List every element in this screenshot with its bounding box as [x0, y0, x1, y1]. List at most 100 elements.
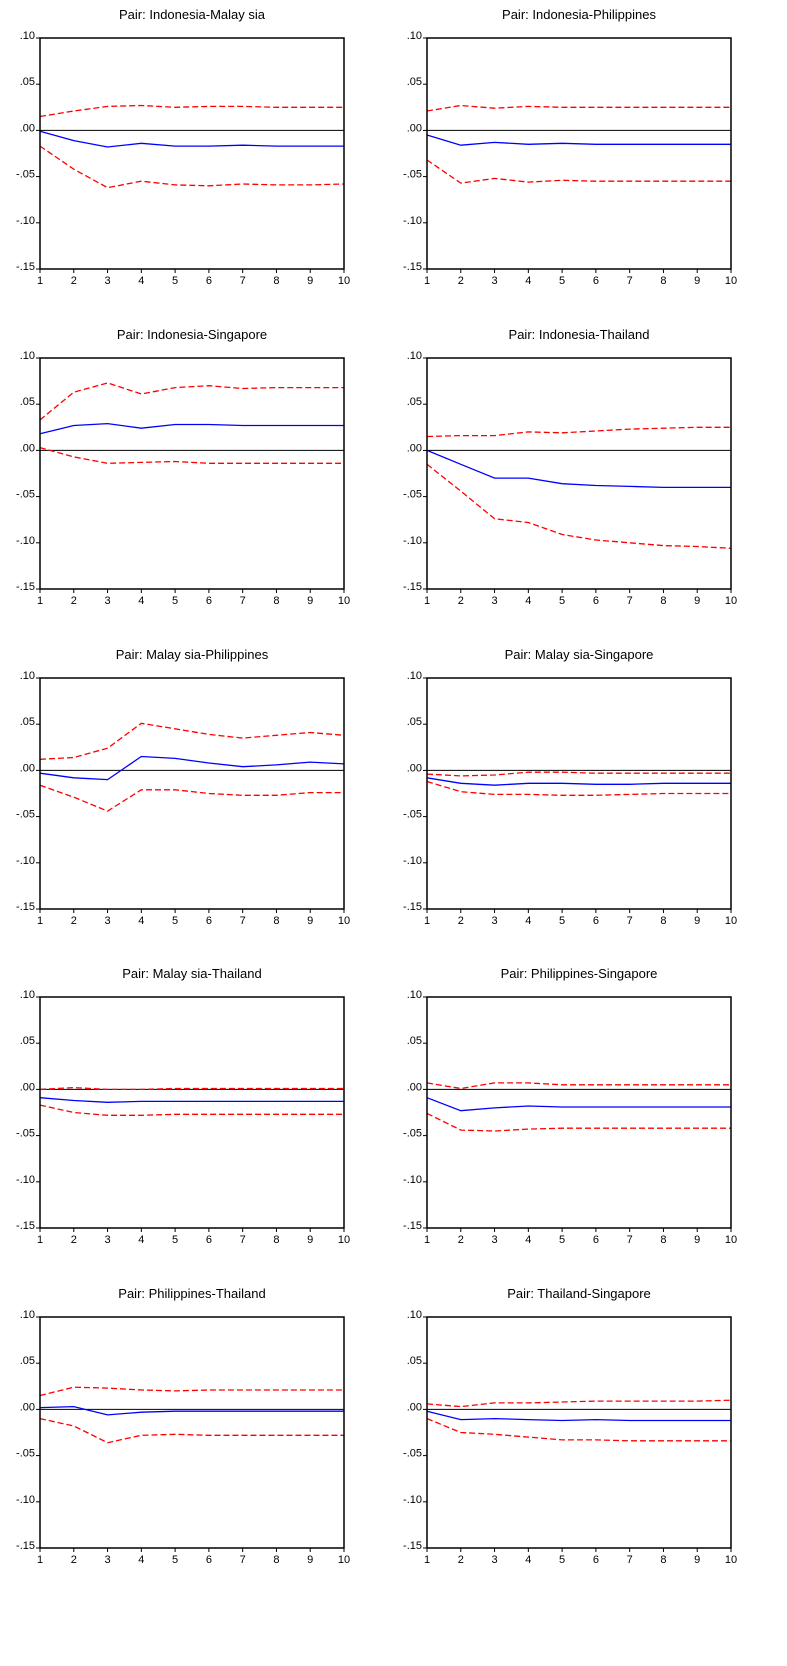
confidence-band-lower-line [426, 159, 731, 184]
y-tick-label: .05 [407, 76, 422, 88]
y-tick-label: .00 [20, 122, 35, 134]
y-tick-label: .10 [407, 670, 422, 682]
x-tick-label: 4 [138, 275, 144, 287]
y-tick-label: .05 [407, 396, 422, 408]
x-tick-label: 4 [525, 275, 531, 287]
y-tick-label: -.05 [16, 489, 35, 501]
x-tick-label: 2 [71, 1234, 77, 1246]
chart-title: Pair: Indonesia-Thailand [509, 327, 650, 342]
x-tick-label: 7 [240, 1234, 246, 1246]
y-tick-label: .00 [20, 1401, 35, 1413]
y-tick-label: -.10 [16, 535, 35, 547]
y-tick-label: -.10 [16, 215, 35, 227]
confidence-band-upper-line [426, 771, 731, 777]
y-tick-label: .05 [20, 1035, 35, 1047]
x-tick-label: 3 [104, 1554, 110, 1566]
x-tick-label: 6 [593, 1234, 599, 1246]
y-tick-label: -.10 [403, 215, 422, 227]
y-tick-label: -.05 [403, 169, 422, 181]
y-tick-label: -.10 [403, 535, 422, 547]
y-tick-label: -.05 [16, 1128, 35, 1140]
y-tick-label: .10 [20, 989, 35, 1001]
x-tick-label: 10 [725, 1234, 737, 1246]
x-tick-label: 1 [424, 1554, 430, 1566]
x-tick-label: 3 [491, 275, 497, 287]
x-tick-label: 9 [694, 1234, 700, 1246]
chart-panel: Pair: Philippines-Thailand .10 .05 .00 -.05 -… [16, 1286, 350, 1566]
y-tick-label: .10 [407, 1309, 422, 1321]
x-tick-label: 9 [307, 595, 313, 607]
y-tick-label: .10 [407, 350, 422, 362]
y-tick-label: -.15 [403, 901, 422, 913]
plot-frame [426, 996, 732, 1229]
chart-title: Pair: Malay sia-Singapore [505, 647, 654, 662]
confidence-band-lower-line [426, 780, 731, 796]
x-tick-label: 4 [138, 1234, 144, 1246]
x-tick-label: 8 [660, 1234, 666, 1246]
x-tick-label: 1 [424, 1234, 430, 1246]
x-tick-label: 4 [138, 595, 144, 607]
impulse-response-line [39, 422, 344, 435]
x-tick-label: 8 [660, 1554, 666, 1566]
x-tick-label: 6 [206, 915, 212, 927]
confidence-band-lower-line [426, 1417, 731, 1442]
y-tick-label: .10 [407, 989, 422, 1001]
confidence-band-upper-line [426, 426, 731, 438]
x-tick-label: 5 [559, 1234, 565, 1246]
y-tick-label: .00 [20, 1081, 35, 1093]
confidence-band-lower-line [39, 446, 344, 464]
y-tick-label: -.15 [403, 581, 422, 593]
y-tick-label: .05 [20, 1355, 35, 1367]
y-tick-label: .05 [407, 716, 422, 728]
y-tick-label: .05 [407, 1355, 422, 1367]
confidence-band-upper-line [39, 722, 345, 760]
chart-title: Pair: Philippines-Thailand [118, 1286, 265, 1301]
x-tick-label: 3 [491, 1234, 497, 1246]
y-tick-label: -.05 [403, 1128, 422, 1140]
y-tick-label: .00 [407, 762, 422, 774]
x-tick-label: 2 [71, 595, 77, 607]
chart-panel: Pair: Indonesia-Singapore .10 .05 .00 -.05 -.… [16, 327, 350, 607]
x-tick-label: 1 [37, 1234, 43, 1246]
x-tick-label: 3 [491, 1554, 497, 1566]
x-tick-label: 7 [240, 915, 246, 927]
y-tick-label: -.10 [403, 1174, 422, 1186]
chart-title: Pair: Indonesia-Malay sia [119, 7, 266, 22]
x-tick-label: 1 [424, 275, 430, 287]
y-tick-label: -.15 [16, 901, 35, 913]
y-tick-label: -.15 [403, 1540, 422, 1552]
confidence-band-upper-line [426, 104, 731, 112]
y-tick-label: .10 [20, 1309, 35, 1321]
x-tick-label: 9 [694, 1554, 700, 1566]
x-tick-label: 4 [525, 915, 531, 927]
x-tick-label: 4 [525, 1234, 531, 1246]
x-tick-label: 6 [593, 275, 599, 287]
confidence-band-upper-line [426, 1082, 731, 1090]
confidence-band-lower-line [39, 784, 344, 812]
plot-frame [426, 357, 732, 590]
x-tick-label: 10 [338, 275, 350, 287]
confidence-band-upper-line [426, 1399, 732, 1408]
x-tick-label: 1 [37, 275, 43, 287]
x-tick-label: 10 [338, 1234, 350, 1246]
y-tick-label: -.15 [16, 261, 35, 273]
impulse-response-line [39, 130, 344, 148]
x-tick-label: 2 [71, 275, 77, 287]
x-tick-label: 4 [525, 1554, 531, 1566]
x-tick-label: 7 [240, 1554, 246, 1566]
x-tick-label: 6 [206, 1554, 212, 1566]
y-tick-label: .10 [20, 670, 35, 682]
chart-panel: Pair: Thailand-Singapore .10 .05 .00 -.05 -.1… [403, 1286, 737, 1566]
y-tick-label: -.10 [16, 855, 35, 867]
x-tick-label: 9 [307, 275, 313, 287]
y-tick-label: -.15 [403, 1220, 422, 1232]
y-tick-label: .05 [407, 1035, 422, 1047]
x-tick-label: 2 [458, 275, 464, 287]
confidence-band-upper-line [39, 1386, 344, 1397]
y-tick-label: .00 [407, 1401, 422, 1413]
x-tick-label: 4 [138, 1554, 144, 1566]
x-tick-label: 3 [104, 1234, 110, 1246]
x-tick-label: 8 [660, 595, 666, 607]
x-tick-label: 4 [138, 915, 144, 927]
